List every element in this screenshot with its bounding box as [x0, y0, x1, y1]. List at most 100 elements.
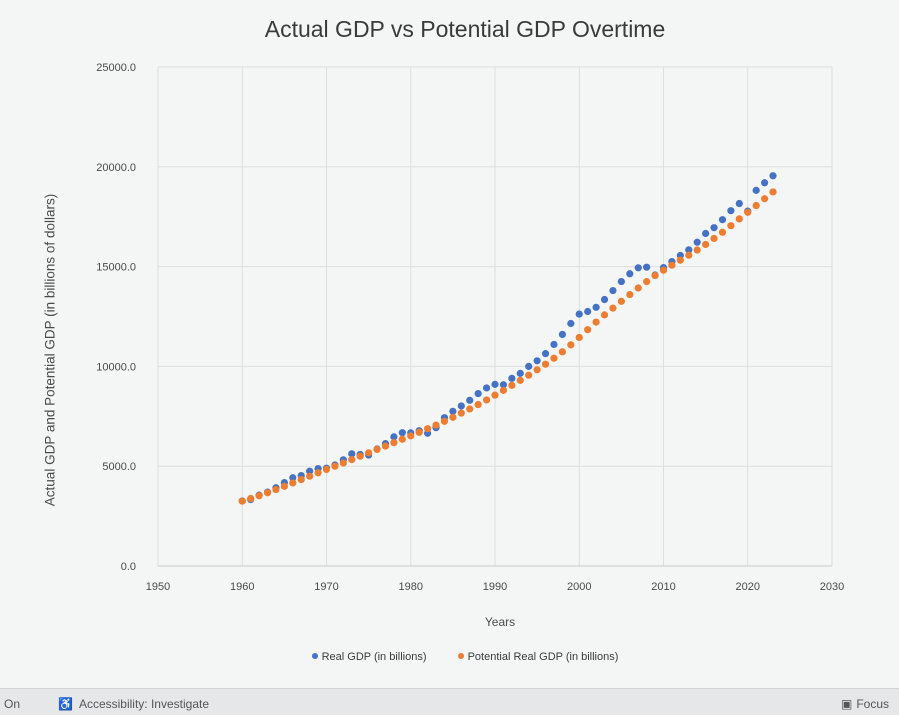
legend-marker-potential-gdp	[457, 653, 464, 660]
real-gdp-point	[735, 199, 743, 208]
potential-gdp-point	[575, 333, 583, 342]
real-gdp-point	[516, 369, 524, 377]
real-gdp-point	[718, 216, 727, 224]
potential-gdp-point	[499, 386, 508, 394]
potential-gdp-point	[626, 290, 634, 299]
potential-gdp-point	[718, 228, 727, 236]
real-gdp-point	[525, 362, 533, 370]
potential-gdp-point	[407, 432, 415, 440]
potential-gdp-point	[567, 341, 575, 349]
real-gdp-point	[575, 310, 583, 318]
legend: Real GDP (in billions) Potential Real GD…	[0, 651, 899, 663]
potential-gdp-point	[424, 425, 432, 433]
accessibility-status[interactable]: ♿ Accessibility: Investigate	[58, 697, 209, 711]
potential-gdp-point	[390, 439, 398, 447]
potential-gdp-point	[238, 497, 246, 505]
potential-gdp-point	[558, 348, 567, 356]
focus-button[interactable]: ▣ Focus	[841, 697, 889, 711]
potential-gdp-point	[339, 459, 347, 467]
potential-gdp-point	[263, 489, 272, 497]
potential-gdp-point	[381, 442, 390, 450]
potential-gdp-point	[643, 277, 651, 286]
x-tick-label: 1950	[146, 581, 170, 593]
potential-gdp-point	[322, 465, 331, 473]
real-gdp-point	[533, 357, 541, 365]
potential-gdp-point	[440, 417, 449, 425]
real-gdp-point	[457, 402, 465, 410]
potential-gdp-point	[651, 271, 659, 280]
real-gdp-point	[499, 381, 508, 389]
potential-gdp-point	[280, 482, 288, 490]
potential-gdp-point	[331, 462, 339, 470]
legend-label-real-gdp: Real GDP (in billions)	[321, 651, 427, 663]
status-left-text: On	[4, 697, 21, 711]
potential-gdp-point	[432, 421, 440, 429]
real-gdp-point	[600, 295, 609, 304]
potential-gdp-point	[289, 479, 297, 487]
potential-gdp-point	[735, 215, 743, 223]
legend-marker-real-gdp	[311, 653, 318, 660]
y-tick-label: 5000.0	[102, 461, 136, 473]
real-gdp-point	[592, 303, 600, 311]
x-tick-label: 2000	[567, 581, 591, 593]
potential-gdp-point	[373, 445, 381, 454]
x-tick-label: 1980	[399, 581, 423, 593]
real-gdp-point	[474, 389, 482, 398]
real-gdp-point	[558, 330, 567, 339]
potential-gdp-point	[491, 391, 499, 399]
potential-gdp-point	[365, 449, 373, 457]
real-gdp-point	[550, 340, 558, 349]
real-gdp-point	[727, 207, 735, 215]
potential-gdp-point	[255, 492, 263, 500]
real-gdp-point	[398, 429, 406, 437]
potential-gdp-point	[693, 246, 701, 254]
real-gdp-point	[702, 229, 710, 238]
potential-gdp-point	[659, 266, 668, 274]
real-gdp-point	[289, 474, 297, 482]
potential-gdp-point	[297, 475, 305, 484]
real-gdp-point	[710, 224, 718, 232]
real-gdp-point	[584, 307, 592, 316]
potential-gdp-point	[314, 469, 322, 477]
real-gdp-point	[752, 186, 760, 194]
focus-label: Focus	[856, 697, 889, 711]
potential-gdp-point	[617, 297, 625, 305]
x-tick-label: 2030	[820, 581, 844, 593]
potential-gdp-point	[474, 400, 482, 409]
accessibility-label: Accessibility: Investigate	[78, 697, 210, 711]
real-gdp-point	[449, 407, 457, 415]
real-gdp-point	[541, 350, 550, 358]
potential-gdp-point	[668, 261, 676, 269]
real-gdp-point	[567, 319, 575, 328]
potential-gdp-point	[600, 311, 609, 319]
real-gdp-point	[617, 277, 625, 286]
real-gdp-point	[466, 396, 474, 404]
potential-gdp-point	[702, 240, 710, 249]
potential-gdp-point	[449, 413, 457, 421]
potential-gdp-point	[744, 208, 752, 216]
legend-item-potential-gdp: Potential Real GDP (in billions)	[457, 651, 619, 663]
real-gdp-point	[761, 179, 769, 187]
y-tick-label: 25000.0	[96, 62, 136, 74]
y-tick-label: 10000.0	[96, 361, 136, 373]
potential-gdp-point	[457, 409, 465, 417]
potential-gdp-point	[466, 405, 474, 413]
legend-label-potential-gdp: Potential Real GDP (in billions)	[467, 651, 619, 663]
potential-gdp-point	[541, 360, 550, 368]
chart-title: Actual GDP vs Potential GDP Overtime	[264, 16, 666, 42]
real-gdp-point	[685, 246, 693, 254]
real-gdp-point	[491, 380, 499, 388]
potential-gdp-point	[769, 188, 777, 196]
status-bar: On ♿ Accessibility: Investigate ▣ Focus	[0, 688, 899, 715]
real-gdp-point	[482, 384, 491, 392]
x-tick-label: 1970	[314, 581, 338, 593]
real-gdp-point	[348, 450, 356, 458]
y-tick-label: 20000.0	[96, 162, 136, 174]
real-gdp-point	[769, 172, 777, 180]
real-gdp-point	[626, 270, 634, 278]
potential-gdp-point	[752, 201, 760, 210]
real-gdp-point	[693, 238, 701, 246]
potential-gdp-point	[247, 494, 255, 503]
x-tick-label: 2010	[651, 581, 675, 593]
legend-item-real-gdp: Real GDP (in billions)	[311, 651, 427, 663]
